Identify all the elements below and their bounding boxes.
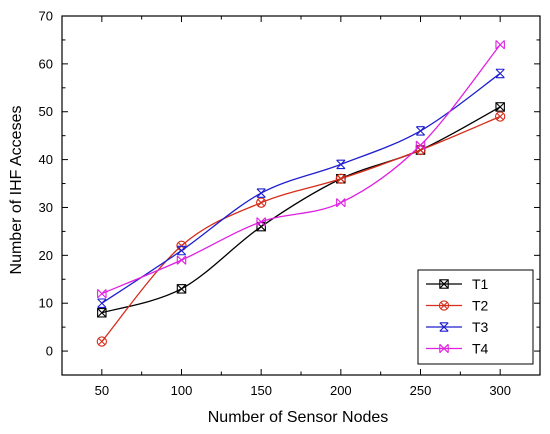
series-t4 (97, 40, 505, 299)
data-point-t4 (97, 289, 107, 299)
data-point-t1 (256, 221, 266, 232)
legend-label: T3 (472, 319, 489, 335)
x-axis: 50 100 150 200 250 300 (95, 16, 511, 398)
legend-item-t3: T3 (426, 319, 489, 335)
legend-marker (439, 322, 449, 332)
data-point-t3 (256, 188, 266, 198)
x-tick-label: 50 (95, 383, 109, 398)
legend-item-t1: T1 (426, 276, 489, 292)
data-point-t1 (97, 308, 107, 318)
data-point-t3 (336, 159, 346, 170)
legend: T1 T2 T3 T4 (417, 269, 534, 365)
legend-marker (439, 279, 449, 289)
series-t3 (97, 68, 505, 308)
y-tick-label: 70 (39, 9, 53, 24)
y-tick-label: 60 (39, 56, 53, 71)
y-tick-label: 10 (39, 296, 53, 311)
data-point-t1 (495, 102, 505, 112)
y-axis-title: Number of IHF Acceses (8, 106, 25, 275)
legend-label: T2 (472, 298, 489, 314)
data-point-t1 (176, 284, 187, 294)
series-line-t4 (101, 44, 501, 295)
legend-item-t4: T4 (426, 341, 489, 357)
x-tick-label: 150 (250, 383, 272, 398)
y-tick-label: 50 (39, 104, 53, 119)
data-point-t2 (415, 144, 426, 156)
y-tick-label: 20 (39, 248, 53, 263)
x-tick-label: 300 (489, 383, 511, 398)
x-tick-label: 200 (330, 383, 352, 398)
data-point-t2 (495, 111, 506, 122)
legend-label: T1 (472, 276, 489, 292)
data-point-t3 (97, 298, 107, 308)
data-point-t3 (495, 68, 505, 79)
legend-item-t2: T2 (426, 298, 489, 314)
y-tick-label: 30 (39, 200, 53, 215)
data-point-t4 (495, 40, 505, 50)
series-line-t2 (101, 115, 501, 342)
data-point-t4 (256, 217, 266, 227)
data-point-t3 (415, 126, 426, 136)
legend-marker (439, 343, 449, 354)
data-point-t2 (335, 173, 346, 184)
data-point-t3 (176, 245, 187, 256)
x-tick-label: 100 (171, 383, 193, 398)
data-point-t4 (415, 140, 426, 150)
legend-marker (438, 300, 450, 311)
data-point-t2 (96, 336, 107, 347)
y-axis: 0 10 20 30 40 50 60 70 (39, 9, 540, 376)
x-tick-label: 250 (410, 383, 432, 398)
data-point-t2 (256, 197, 267, 208)
legend-label: T4 (472, 341, 489, 357)
data-point-t4 (336, 198, 346, 208)
data-point-t4 (176, 255, 187, 265)
x-axis-title: Number of Sensor Nodes (208, 409, 389, 426)
series-line-t3 (101, 72, 501, 304)
y-tick-label: 40 (39, 152, 53, 167)
series-layer (96, 40, 506, 347)
y-tick-label: 0 (46, 344, 53, 359)
